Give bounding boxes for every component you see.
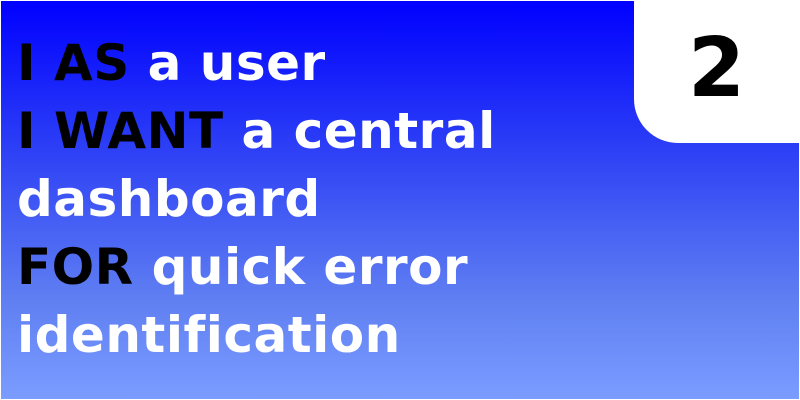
story-line-want-continued: dashboard	[17, 165, 627, 233]
keyword-as: I AS	[17, 34, 130, 92]
story-line-want: I WANT a central	[17, 97, 627, 165]
story-line-for-continued: identification	[17, 301, 627, 369]
role-text: a user	[129, 34, 326, 92]
keyword-for: FOR	[17, 238, 134, 296]
want-text: a central	[223, 102, 496, 160]
want-text-continued: dashboard	[17, 170, 321, 228]
story-line-as: I AS a user	[17, 29, 627, 97]
keyword-want: I WANT	[17, 102, 224, 160]
purpose-text-continued: identification	[17, 306, 401, 364]
purpose-text: quick error	[133, 238, 469, 296]
story-number-badge: 2	[634, 1, 799, 143]
user-story-text: I AS a user I WANT a central dashboard F…	[17, 29, 627, 369]
story-number: 2	[687, 21, 746, 116]
story-line-for: FOR quick error	[17, 233, 627, 301]
